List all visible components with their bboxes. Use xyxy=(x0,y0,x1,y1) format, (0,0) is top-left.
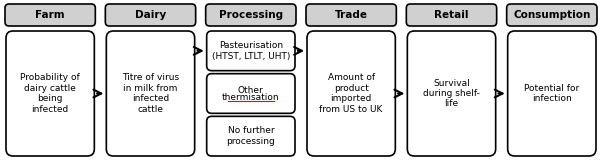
FancyBboxPatch shape xyxy=(5,4,95,26)
Text: Processing: Processing xyxy=(219,10,283,20)
Text: Other: Other xyxy=(238,86,264,95)
FancyBboxPatch shape xyxy=(307,31,396,156)
Text: Probability of
dairy cattle
being
infected: Probability of dairy cattle being infect… xyxy=(20,73,80,114)
Text: thermisation: thermisation xyxy=(222,92,280,101)
Text: Potential for
infection: Potential for infection xyxy=(524,84,580,103)
FancyBboxPatch shape xyxy=(6,31,95,156)
Text: Farm: Farm xyxy=(36,10,65,20)
FancyBboxPatch shape xyxy=(406,4,497,26)
FancyBboxPatch shape xyxy=(408,31,495,156)
Text: Titre of virus
in milk from
infected
cattle: Titre of virus in milk from infected cat… xyxy=(122,73,179,114)
Text: Survival
during shelf-
life: Survival during shelf- life xyxy=(423,79,480,108)
FancyBboxPatch shape xyxy=(507,31,596,156)
Text: Retail: Retail xyxy=(434,10,469,20)
FancyBboxPatch shape xyxy=(507,4,597,26)
FancyBboxPatch shape xyxy=(206,4,296,26)
FancyBboxPatch shape xyxy=(306,4,396,26)
FancyBboxPatch shape xyxy=(206,116,295,156)
Text: No further
processing: No further processing xyxy=(226,126,275,146)
FancyBboxPatch shape xyxy=(107,31,194,156)
Text: Dairy: Dairy xyxy=(135,10,166,20)
FancyBboxPatch shape xyxy=(206,74,295,113)
FancyBboxPatch shape xyxy=(105,4,196,26)
Text: Amount of
product
imported
from US to UK: Amount of product imported from US to UK xyxy=(320,73,383,114)
Text: Pasteurisation
(HTST, LTLT, UHT): Pasteurisation (HTST, LTLT, UHT) xyxy=(212,41,290,60)
FancyBboxPatch shape xyxy=(206,31,295,71)
Text: Trade: Trade xyxy=(335,10,368,20)
Text: Consumption: Consumption xyxy=(513,10,591,20)
